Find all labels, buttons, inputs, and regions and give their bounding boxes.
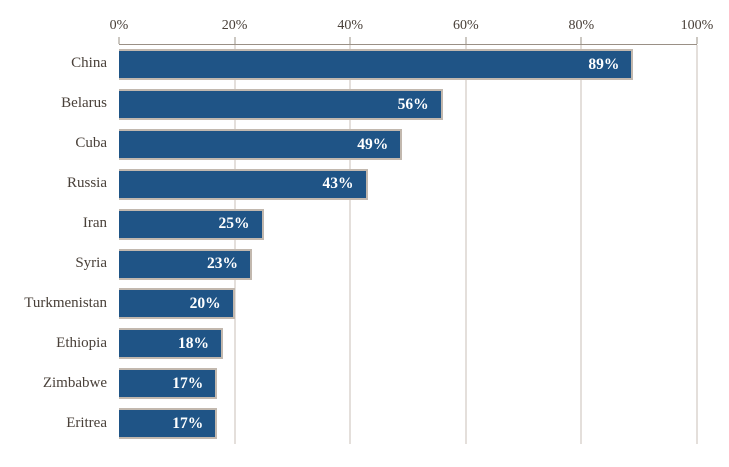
category-label: Ethiopia <box>56 334 107 351</box>
bar: 20% <box>119 288 235 320</box>
x-tick-mark <box>349 37 351 44</box>
category-label: Turkmenistan <box>24 294 107 311</box>
bar: 17% <box>119 368 218 400</box>
bar: 56% <box>119 88 443 120</box>
gridline <box>696 45 698 444</box>
bar-rows: 89% 56% 49% 43% 25% 23% 20% 18% 17% 17% <box>119 45 697 444</box>
bar: 49% <box>119 128 403 160</box>
gridline <box>234 45 236 444</box>
bar-row: 18% <box>119 324 697 364</box>
x-tick-label: 20% <box>221 18 248 33</box>
bar-value-label: 18% <box>178 335 210 353</box>
gridline <box>580 45 582 444</box>
bar: 17% <box>119 408 218 440</box>
category-row: Iran <box>0 204 110 244</box>
bar-row: 17% <box>119 404 697 444</box>
category-row: Belarus <box>0 84 110 124</box>
x-tick-label: 80% <box>568 18 595 33</box>
category-label: Eritrea <box>66 414 107 431</box>
category-row: Eritrea <box>0 403 110 443</box>
x-tick-label: 40% <box>337 18 364 33</box>
bar: 18% <box>119 328 224 360</box>
x-tick-mark <box>118 37 120 44</box>
category-row: China <box>0 44 110 84</box>
x-axis: 0% 20% 40% 60% 80% 100% <box>110 0 713 44</box>
category-row: Turkmenistan <box>0 283 110 323</box>
category-label: Syria <box>75 254 107 271</box>
x-tick-label: 60% <box>452 18 479 33</box>
x-tick-label: 100% <box>680 18 714 33</box>
x-tick-label: 0% <box>109 18 129 33</box>
bar-row: 20% <box>119 284 697 324</box>
category-row: Syria <box>0 244 110 284</box>
bar-row: 25% <box>119 205 697 245</box>
bar-value-label: 25% <box>218 215 250 233</box>
x-tick-mark <box>234 37 236 44</box>
bar-value-label: 56% <box>397 95 429 113</box>
bar: 89% <box>119 49 634 80</box>
category-label: Zimbabwe <box>42 374 107 391</box>
bar-row: 43% <box>119 165 697 205</box>
bar-row: 89% <box>119 45 697 85</box>
x-tick-mark <box>580 37 582 44</box>
bar-row: 56% <box>119 85 697 125</box>
bar-value-label: 43% <box>322 175 354 193</box>
plot-area: 89% 56% 49% 43% 25% 23% 20% 18% 17% 17% <box>119 44 698 444</box>
bar-value-label: 17% <box>172 414 204 432</box>
bar-row: 17% <box>119 364 697 404</box>
bar-value-label: 17% <box>172 375 204 392</box>
x-tick-mark <box>465 37 467 44</box>
bar-value-label: 89% <box>588 55 620 73</box>
category-label: China <box>71 55 107 72</box>
category-label: Iran <box>82 215 107 232</box>
bar: 23% <box>119 248 252 280</box>
category-label: Cuba <box>75 135 107 152</box>
bar: 43% <box>119 168 368 200</box>
category-label: Belarus <box>61 95 107 112</box>
category-row: Cuba <box>0 124 110 164</box>
category-row: Russia <box>0 164 110 204</box>
gridline <box>465 45 467 444</box>
bar-value-label: 23% <box>206 255 238 273</box>
bar-row: 49% <box>119 125 697 165</box>
category-row: Zimbabwe <box>0 363 110 403</box>
bar-value-label: 49% <box>357 135 389 153</box>
gridline <box>349 45 351 444</box>
bar: 25% <box>119 208 264 240</box>
x-tick-mark <box>696 37 698 44</box>
category-row: Ethiopia <box>0 323 110 363</box>
category-label-column: China Belarus Cuba Russia Iran Syria Turkmenis… <box>0 44 110 443</box>
bar-value-label: 20% <box>189 295 221 313</box>
bar-row: 23% <box>119 245 697 285</box>
category-label: Russia <box>66 175 107 192</box>
